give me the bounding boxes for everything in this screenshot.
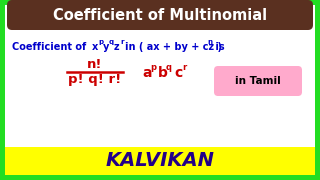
Text: b: b	[158, 66, 168, 80]
Text: c: c	[174, 66, 182, 80]
FancyBboxPatch shape	[214, 66, 302, 96]
Text: p! q! r!: p! q! r!	[68, 73, 122, 87]
Text: KALVIKAN: KALVIKAN	[106, 150, 214, 170]
Text: p: p	[98, 39, 103, 45]
Text: r: r	[120, 39, 124, 45]
Text: z: z	[114, 42, 120, 52]
Text: q: q	[109, 39, 114, 45]
Text: is: is	[212, 42, 225, 52]
Text: q: q	[166, 62, 172, 71]
FancyBboxPatch shape	[7, 0, 313, 30]
Text: y: y	[103, 42, 109, 52]
Text: Coefficient of Multinomial: Coefficient of Multinomial	[53, 8, 267, 22]
Text: x: x	[92, 42, 98, 52]
Text: Coefficient of: Coefficient of	[12, 42, 90, 52]
Bar	[5, 147, 315, 175]
Text: p: p	[150, 62, 156, 71]
Text: a: a	[142, 66, 151, 80]
FancyBboxPatch shape	[5, 5, 315, 175]
Text: n: n	[207, 39, 212, 45]
Text: in ( ax + by + cz ): in ( ax + by + cz )	[125, 42, 222, 52]
Text: in Tamil: in Tamil	[235, 76, 281, 86]
Text: r: r	[182, 62, 186, 71]
Text: n!: n!	[87, 58, 103, 71]
